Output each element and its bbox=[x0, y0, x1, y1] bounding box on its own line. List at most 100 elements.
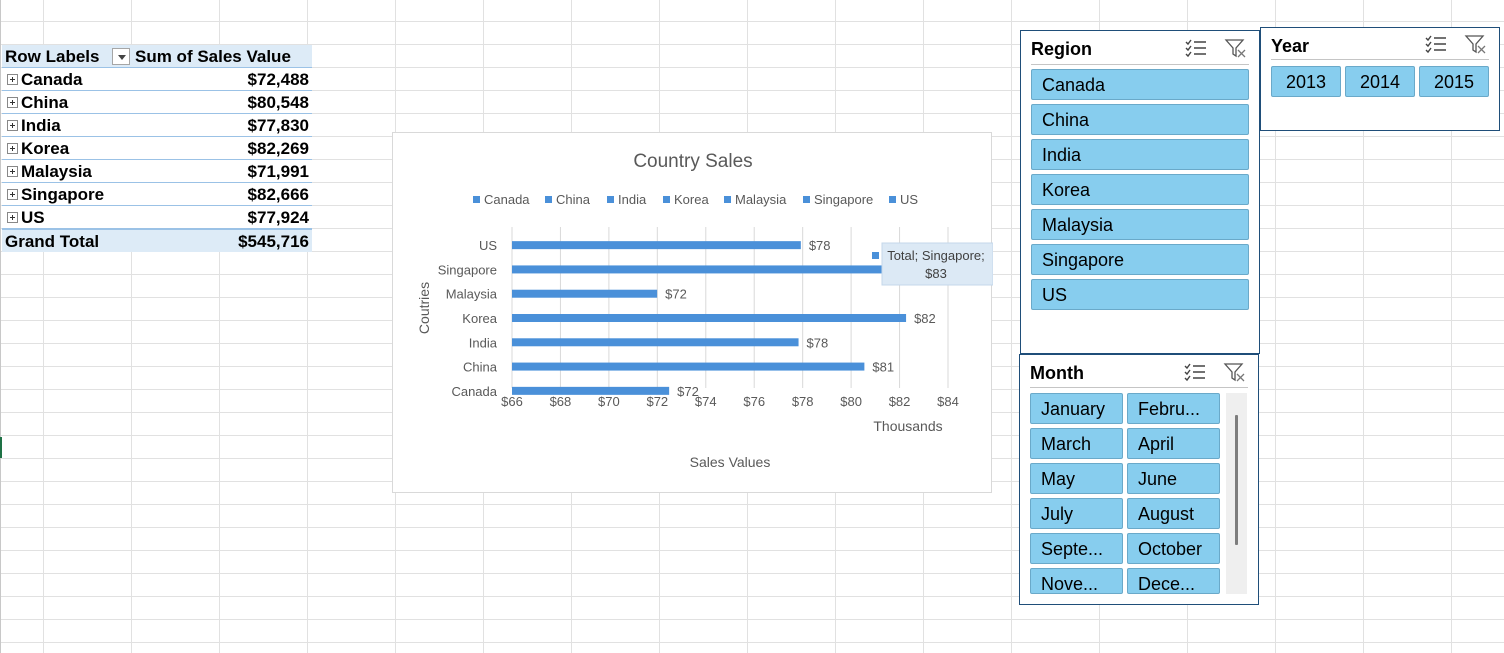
y-tick-label: US bbox=[479, 238, 497, 253]
expand-icon[interactable] bbox=[7, 97, 18, 108]
bar[interactable] bbox=[512, 241, 801, 250]
data-label: $82 bbox=[914, 311, 936, 326]
x-axis-unit-label: Thousands bbox=[873, 418, 942, 434]
row-value: $72,488 bbox=[247, 70, 309, 89]
bar[interactable] bbox=[512, 338, 799, 347]
y-tick-label: China bbox=[463, 360, 498, 375]
table-row: Malaysia $71,991 bbox=[2, 160, 312, 183]
sheet-left-edge bbox=[0, 0, 1, 653]
legend-swatch bbox=[473, 196, 480, 203]
bar[interactable] bbox=[512, 265, 916, 274]
month-item[interactable]: Febru... bbox=[1127, 393, 1220, 424]
row-labels-filter-dropdown[interactable] bbox=[112, 48, 130, 65]
region-item-singapore[interactable]: Singapore bbox=[1031, 244, 1249, 275]
data-label: $72 bbox=[665, 287, 687, 302]
legend-swatch bbox=[803, 196, 810, 203]
expand-icon[interactable] bbox=[7, 212, 18, 223]
clear-filter-icon[interactable] bbox=[1222, 360, 1248, 384]
year-item-2015[interactable]: 2015 bbox=[1419, 66, 1489, 97]
data-label: $78 bbox=[807, 335, 829, 350]
row-label: Korea bbox=[21, 139, 70, 158]
month-slicer[interactable]: Month January Febru... March April May June Ju… bbox=[1019, 354, 1259, 605]
month-item[interactable]: August bbox=[1127, 498, 1220, 529]
bar[interactable] bbox=[512, 362, 865, 371]
legend-swatch bbox=[724, 196, 731, 203]
data-label: $72 bbox=[677, 384, 699, 399]
data-label: $78 bbox=[809, 238, 831, 253]
row-labels-header: Row Labels bbox=[5, 47, 100, 66]
legend-entry: Singapore bbox=[814, 192, 873, 207]
grand-total-label: Grand Total bbox=[5, 232, 100, 251]
row-value: $80,548 bbox=[247, 93, 309, 112]
expand-icon[interactable] bbox=[7, 189, 18, 200]
tooltip-line1: Total; Singapore; bbox=[887, 248, 985, 263]
region-item-malaysia[interactable]: Malaysia bbox=[1031, 209, 1249, 240]
month-slicer-scroll-thumb[interactable] bbox=[1235, 415, 1238, 545]
y-tick-label: Canada bbox=[451, 384, 497, 399]
region-item-korea[interactable]: Korea bbox=[1031, 174, 1249, 205]
region-item-canada[interactable]: Canada bbox=[1031, 69, 1249, 100]
x-tick-label: $82 bbox=[889, 394, 911, 409]
year-item-2014[interactable]: 2014 bbox=[1345, 66, 1415, 97]
region-item-india[interactable]: India bbox=[1031, 139, 1249, 170]
year-item-2013[interactable]: 2013 bbox=[1271, 66, 1341, 97]
chart-tooltip bbox=[881, 242, 993, 286]
month-item[interactable]: May bbox=[1030, 463, 1123, 494]
legend-entry: Korea bbox=[674, 192, 709, 207]
tooltip-swatch bbox=[872, 252, 879, 259]
country-sales-chart[interactable]: Country Sales Canada China India Korea Malays… bbox=[392, 132, 993, 493]
multi-select-icon[interactable] bbox=[1423, 32, 1449, 56]
y-axis-title: Coutries bbox=[416, 282, 432, 334]
grand-total-value: $545,716 bbox=[238, 232, 309, 251]
region-slicer-title: Region bbox=[1031, 39, 1092, 59]
month-item[interactable]: January bbox=[1030, 393, 1123, 424]
row-label: Singapore bbox=[21, 185, 105, 204]
expand-icon[interactable] bbox=[7, 166, 18, 177]
multi-select-icon[interactable] bbox=[1182, 360, 1208, 384]
year-slicer[interactable]: Year 2013 2014 2015 bbox=[1260, 27, 1500, 131]
x-tick-label: $76 bbox=[743, 394, 765, 409]
region-slicer[interactable]: Region Canada China India Korea Malaysia Sing… bbox=[1020, 30, 1260, 354]
month-item[interactable]: Nove... bbox=[1030, 568, 1123, 594]
table-row: India $77,830 bbox=[2, 114, 312, 137]
multi-select-icon[interactable] bbox=[1183, 36, 1209, 60]
clear-filter-icon[interactable] bbox=[1463, 32, 1489, 56]
month-slicer-scrollbar[interactable] bbox=[1226, 393, 1247, 594]
year-slicer-title: Year bbox=[1271, 36, 1310, 56]
x-axis-title: Sales Values bbox=[690, 454, 771, 470]
row-value: $77,830 bbox=[247, 116, 309, 135]
row-value: $77,924 bbox=[247, 208, 309, 227]
month-item[interactable]: April bbox=[1127, 428, 1220, 459]
x-tick-label: $74 bbox=[695, 394, 717, 409]
legend-entry: India bbox=[618, 192, 647, 207]
month-item[interactable]: October bbox=[1127, 533, 1220, 564]
bar[interactable] bbox=[512, 386, 670, 395]
month-item[interactable]: Septe... bbox=[1030, 533, 1123, 564]
bar[interactable] bbox=[512, 289, 658, 298]
table-row: Korea $82,269 bbox=[2, 137, 312, 160]
month-item[interactable]: July bbox=[1030, 498, 1123, 529]
clear-filter-icon[interactable] bbox=[1223, 36, 1249, 60]
row-value: $71,991 bbox=[247, 162, 309, 181]
month-item[interactable]: March bbox=[1030, 428, 1123, 459]
tooltip-line2: $83 bbox=[925, 266, 947, 281]
month-item[interactable]: June bbox=[1127, 463, 1220, 494]
expand-icon[interactable] bbox=[7, 143, 18, 154]
pivot-header-row: Row Labels Sum of Sales Value bbox=[2, 45, 312, 68]
region-item-china[interactable]: China bbox=[1031, 104, 1249, 135]
region-item-us[interactable]: US bbox=[1031, 279, 1249, 310]
expand-icon[interactable] bbox=[7, 120, 18, 131]
row-label: Canada bbox=[21, 70, 83, 89]
x-tick-label: $66 bbox=[501, 394, 523, 409]
pivot-table: Row Labels Sum of Sales Value Canada $72,… bbox=[2, 45, 312, 252]
row-value: $82,269 bbox=[247, 139, 309, 158]
expand-icon[interactable] bbox=[7, 74, 18, 85]
region-slicer-divider bbox=[1031, 64, 1249, 65]
bar[interactable] bbox=[512, 314, 907, 322]
legend-entry: Malaysia bbox=[735, 192, 787, 207]
y-tick-label: Malaysia bbox=[446, 287, 498, 302]
month-item[interactable]: Dece... bbox=[1127, 568, 1220, 594]
year-slicer-divider bbox=[1271, 59, 1489, 60]
data-label: $81 bbox=[872, 360, 894, 375]
table-row: Canada $72,488 bbox=[2, 68, 312, 91]
